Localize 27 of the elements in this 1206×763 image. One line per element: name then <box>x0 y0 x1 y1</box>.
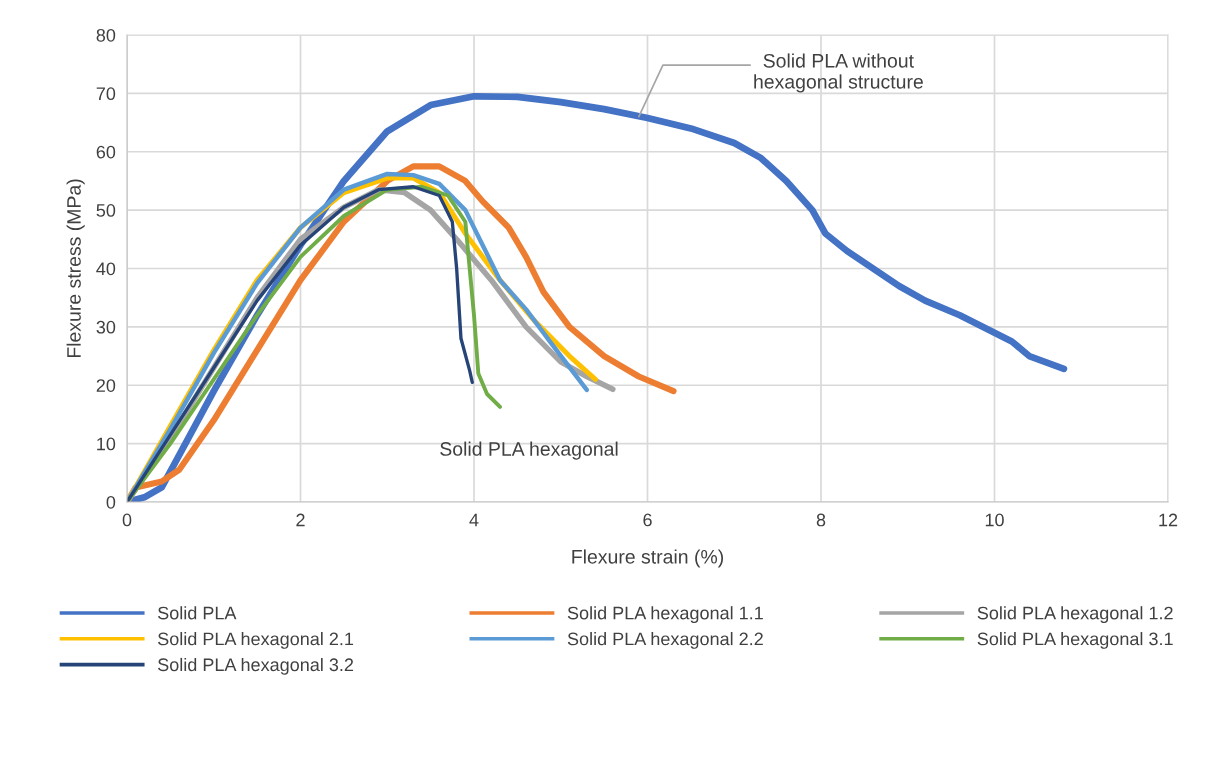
y-axis-title: Flexure stress (MPa) <box>66 179 85 358</box>
x-tick-label: 2 <box>296 513 305 527</box>
x-tick-label: 12 <box>1159 513 1178 527</box>
y-tick-label: 40 <box>96 262 116 276</box>
y-tick-label: 20 <box>96 379 116 392</box>
y-tick-label: 80 <box>96 28 116 42</box>
y-tick-label: 0 <box>106 495 116 509</box>
x-tick-label: 0 <box>122 513 132 527</box>
y-tick-label: 30 <box>96 320 116 334</box>
x-tick-label: 4 <box>469 513 479 527</box>
x-tick-label: 8 <box>816 513 826 527</box>
y-tick-label: 70 <box>96 87 116 101</box>
y-tick-label: 50 <box>96 204 116 217</box>
legend-label: Solid PLA <box>158 606 237 620</box>
y-tick-label: 10 <box>97 437 116 451</box>
y-tick-label: 60 <box>96 145 116 159</box>
annotation: Solid PLA without hexagonal structure <box>754 53 923 93</box>
x-axis-title: Flexure strain (%) <box>572 549 724 568</box>
legend-label: Solid PLA hexagonal 2.2 <box>567 632 763 649</box>
x-tick-label: 10 <box>985 513 1004 527</box>
x-tick-label: 6 <box>643 513 652 527</box>
legend-label: Solid PLA hexagonal 3.1 <box>977 632 1173 649</box>
legend-label: Solid PLA hexagonal 1.2 <box>977 606 1173 624</box>
legend-label: Solid PLA hexagonal 1.1 <box>567 606 763 624</box>
legend-label: Solid PLA hexagonal 3.2 <box>158 657 354 675</box>
annotation: Solid PLA hexagonal <box>440 441 618 460</box>
legend-label: Solid PLA hexagonal 2.1 <box>158 632 354 649</box>
